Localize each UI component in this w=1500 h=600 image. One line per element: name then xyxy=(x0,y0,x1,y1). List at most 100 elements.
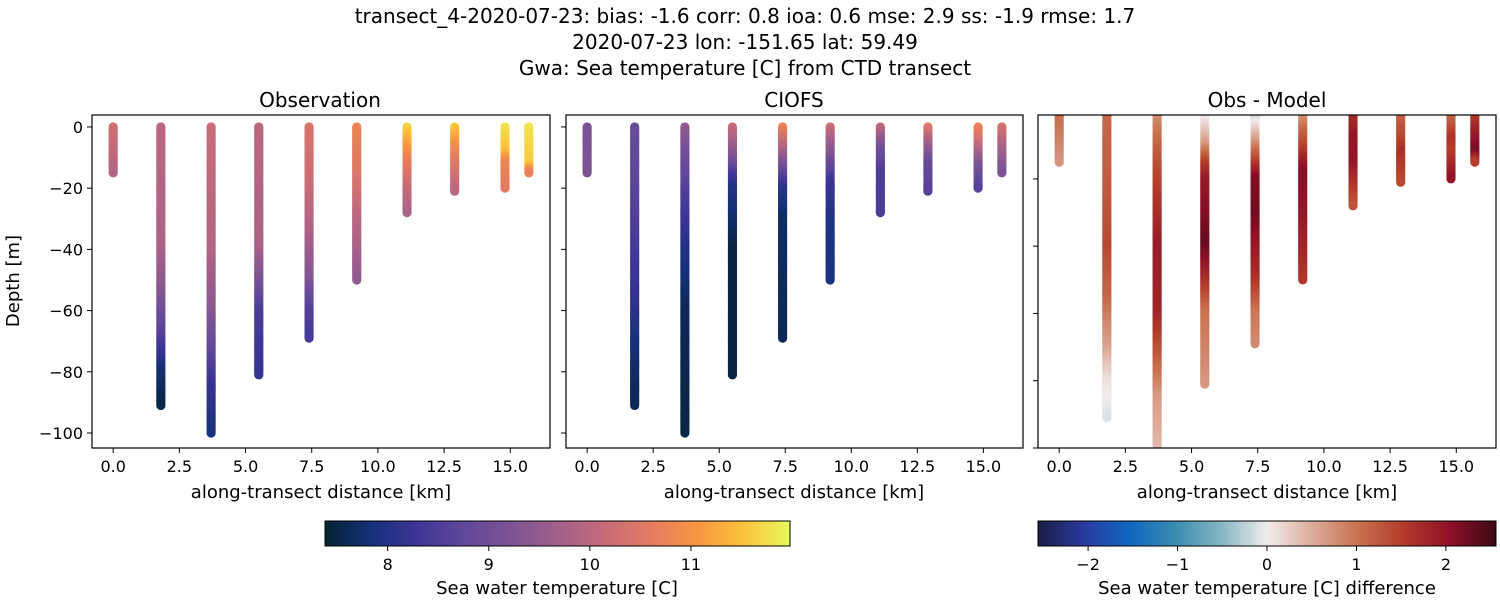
x-axis-label-observation: along-transect distance [km] xyxy=(191,482,451,503)
data-point xyxy=(1396,177,1406,187)
colorbar-tick-label: −1 xyxy=(1166,555,1190,574)
y-tick-label: −100 xyxy=(39,424,83,443)
profile-4 xyxy=(778,122,788,343)
data-point xyxy=(997,168,1007,178)
data-point xyxy=(524,168,534,178)
profile-1 xyxy=(156,122,166,411)
profile-7 xyxy=(923,122,933,196)
profile-2 xyxy=(206,122,216,438)
x-tick-label: 15.0 xyxy=(966,457,1002,476)
profile-7 xyxy=(1396,115,1406,187)
x-tick-label: 5.0 xyxy=(1179,457,1204,476)
data-point xyxy=(1348,201,1358,211)
data-point xyxy=(1446,174,1456,184)
y-tick-label: −40 xyxy=(49,240,83,259)
profile-3 xyxy=(1200,115,1210,389)
colorbar-thermal xyxy=(324,520,791,547)
x-tick-label: 5.0 xyxy=(233,457,258,476)
data-point xyxy=(630,400,640,411)
data-point xyxy=(875,208,885,218)
data-point xyxy=(450,186,460,196)
colorbar-tick-label: −2 xyxy=(1076,555,1100,574)
profile-3 xyxy=(254,122,264,380)
x-tick-label: 10.0 xyxy=(833,457,869,476)
x-tick-label: 12.5 xyxy=(1372,457,1408,476)
profile-1 xyxy=(1102,115,1112,423)
data-point xyxy=(582,168,592,178)
profile-9 xyxy=(997,122,1007,178)
colorbar-tick-label: 11 xyxy=(681,555,701,574)
profile-1 xyxy=(630,122,640,411)
data-point xyxy=(778,333,788,343)
colorbar-balance xyxy=(1037,520,1497,547)
colorbar-tick-label: 1 xyxy=(1351,555,1361,574)
profile-2 xyxy=(1152,115,1162,448)
panel-2-points xyxy=(1054,115,1480,448)
profile-5 xyxy=(825,122,835,285)
data-point xyxy=(1152,443,1162,448)
data-point xyxy=(1298,275,1308,285)
profile-0 xyxy=(582,122,592,178)
data-point xyxy=(1054,157,1064,167)
x-tick-label: 7.5 xyxy=(299,457,324,476)
profile-0 xyxy=(108,122,118,178)
x-tick-label: 12.5 xyxy=(900,457,936,476)
colorbar-tick-label: 9 xyxy=(484,555,494,574)
colorbar-tick-label: 2 xyxy=(1441,555,1451,574)
panel-frame-2 xyxy=(1037,114,1497,449)
figure-title-line3: Gwa: Sea temperature [C] from CTD transe… xyxy=(519,56,971,80)
profile-4 xyxy=(1250,115,1260,349)
figure-title-line2: 2020-07-23 lon: -151.65 lat: 59.49 xyxy=(572,30,918,54)
x-tick-label: 7.5 xyxy=(773,457,798,476)
x-axis-label-difference: along-transect distance [km] xyxy=(1137,482,1397,503)
data-point xyxy=(500,183,510,193)
data-point xyxy=(1102,413,1112,423)
panel-title-model: CIOFS xyxy=(764,88,823,112)
x-tick-label: 0.0 xyxy=(574,457,599,476)
data-point xyxy=(973,183,983,193)
data-point xyxy=(923,186,933,196)
data-point xyxy=(680,428,690,438)
y-tick-label: −80 xyxy=(49,363,83,382)
x-tick-label: 2.5 xyxy=(1113,457,1138,476)
data-point xyxy=(108,168,118,178)
profile-7 xyxy=(450,122,460,196)
y-tick-label: −60 xyxy=(49,302,83,321)
profile-5 xyxy=(1298,115,1308,285)
data-point xyxy=(304,333,314,343)
data-point xyxy=(1200,379,1210,389)
x-tick-label: 15.0 xyxy=(492,457,528,476)
colorbar-tick-label: 0 xyxy=(1262,555,1272,574)
data-point xyxy=(352,275,362,285)
panel-title-difference: Obs - Model xyxy=(1208,88,1327,112)
colorbar-tick-label: 10 xyxy=(580,555,600,574)
profile-4 xyxy=(304,122,314,343)
profile-6 xyxy=(402,122,412,218)
y-tick-label: −20 xyxy=(49,179,83,198)
profile-5 xyxy=(352,122,362,285)
colorbar-label-temperature: Sea water temperature [C] xyxy=(436,578,678,599)
y-axis-label: Depth [m] xyxy=(3,235,24,327)
profile-8 xyxy=(973,122,983,193)
profile-6 xyxy=(875,122,885,218)
data-point xyxy=(156,400,166,411)
x-tick-label: 10.0 xyxy=(360,457,396,476)
x-tick-label: 0.0 xyxy=(1046,457,1071,476)
figure-title-line1: transect_4-2020-07-23: bias: -1.6 corr: … xyxy=(355,4,1136,28)
panel-title-observation: Observation xyxy=(259,88,381,112)
data-point xyxy=(206,428,216,438)
profile-9 xyxy=(524,122,534,178)
data-point xyxy=(727,370,738,380)
x-tick-label: 2.5 xyxy=(640,457,665,476)
y-tick-label: 0 xyxy=(73,118,83,137)
x-tick-label: 7.5 xyxy=(1245,457,1270,476)
data-point xyxy=(254,370,264,380)
data-point xyxy=(402,208,412,218)
x-tick-label: 10.0 xyxy=(1306,457,1342,476)
profile-9 xyxy=(1470,115,1480,167)
profile-2 xyxy=(680,122,690,438)
data-point xyxy=(825,275,835,285)
x-tick-label: 12.5 xyxy=(426,457,462,476)
x-tick-label: 15.0 xyxy=(1438,457,1474,476)
